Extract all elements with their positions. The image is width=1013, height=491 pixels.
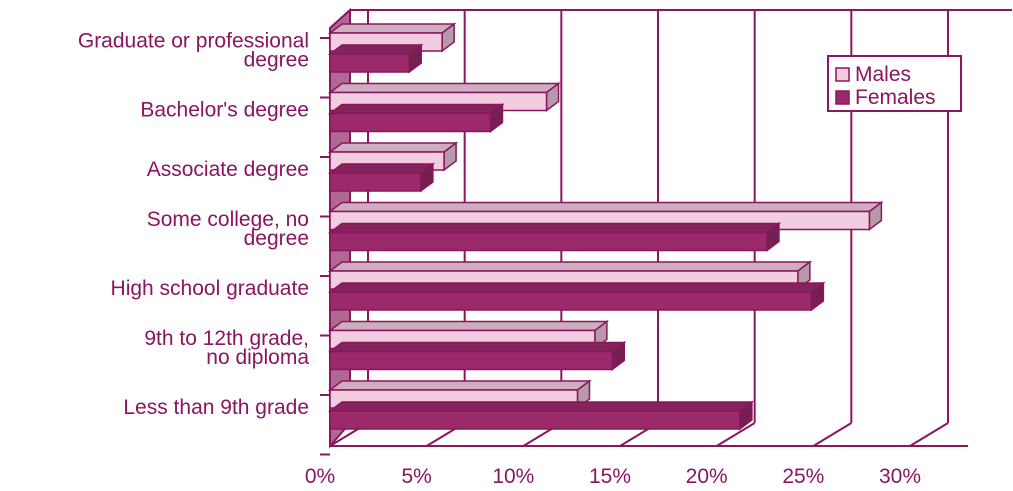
category-label: High school graduate [111, 277, 309, 300]
legend-label: Females [855, 86, 936, 109]
bar [329, 112, 492, 133]
category-label: Graduate or professional [78, 30, 309, 53]
bar-top [327, 341, 627, 353]
bar [329, 410, 741, 430]
x-tick-label: 20% [686, 465, 728, 488]
bar [329, 172, 422, 192]
category-label: 9th to 12th grade, [144, 327, 309, 350]
bar [329, 350, 614, 371]
bar [329, 291, 813, 311]
bar-top [327, 142, 459, 153]
bar-top [327, 163, 436, 174]
bar-top [327, 261, 813, 272]
bar-top [327, 401, 755, 412]
x-tick-labels: 0% 5% 10% 15% 20% 25% 30% [305, 465, 921, 488]
x-tick-label: 0% [305, 465, 335, 488]
category-label: degree [244, 227, 309, 250]
bars [327, 22, 884, 431]
x-tick-label: 5% [401, 465, 431, 488]
x-tick-label: 15% [589, 465, 631, 488]
floor-tick [812, 422, 852, 447]
bar-top [327, 320, 610, 332]
category-label: degree [244, 49, 309, 72]
legend-label: Males [855, 63, 911, 86]
bar-top [327, 201, 884, 213]
category-label: Associate degree [147, 158, 309, 181]
bar-top [327, 44, 424, 55]
x-tick-label: 10% [492, 465, 534, 488]
floor-tick [909, 422, 949, 447]
floor-tick [716, 422, 756, 447]
category-label: no diploma [206, 346, 309, 369]
bar-top [327, 82, 561, 94]
bar-top [327, 103, 505, 115]
category-label: Some college, no [147, 208, 309, 231]
bar [329, 231, 768, 252]
legend-box [827, 55, 962, 112]
category-label: Less than 9th grade [123, 396, 309, 419]
bar [329, 53, 411, 73]
x-tick-label: 30% [879, 465, 921, 488]
legend-swatch [835, 90, 850, 105]
bar-top [327, 380, 592, 391]
category-labels: Graduate or professionaldegreeBachelor's… [78, 30, 309, 420]
bar-top [327, 282, 826, 293]
category-label: Bachelor's degree [140, 99, 309, 122]
x-tick-label: 25% [782, 465, 824, 488]
bar-top [327, 222, 782, 234]
legend-swatch [835, 67, 850, 82]
bar-top [327, 23, 457, 34]
